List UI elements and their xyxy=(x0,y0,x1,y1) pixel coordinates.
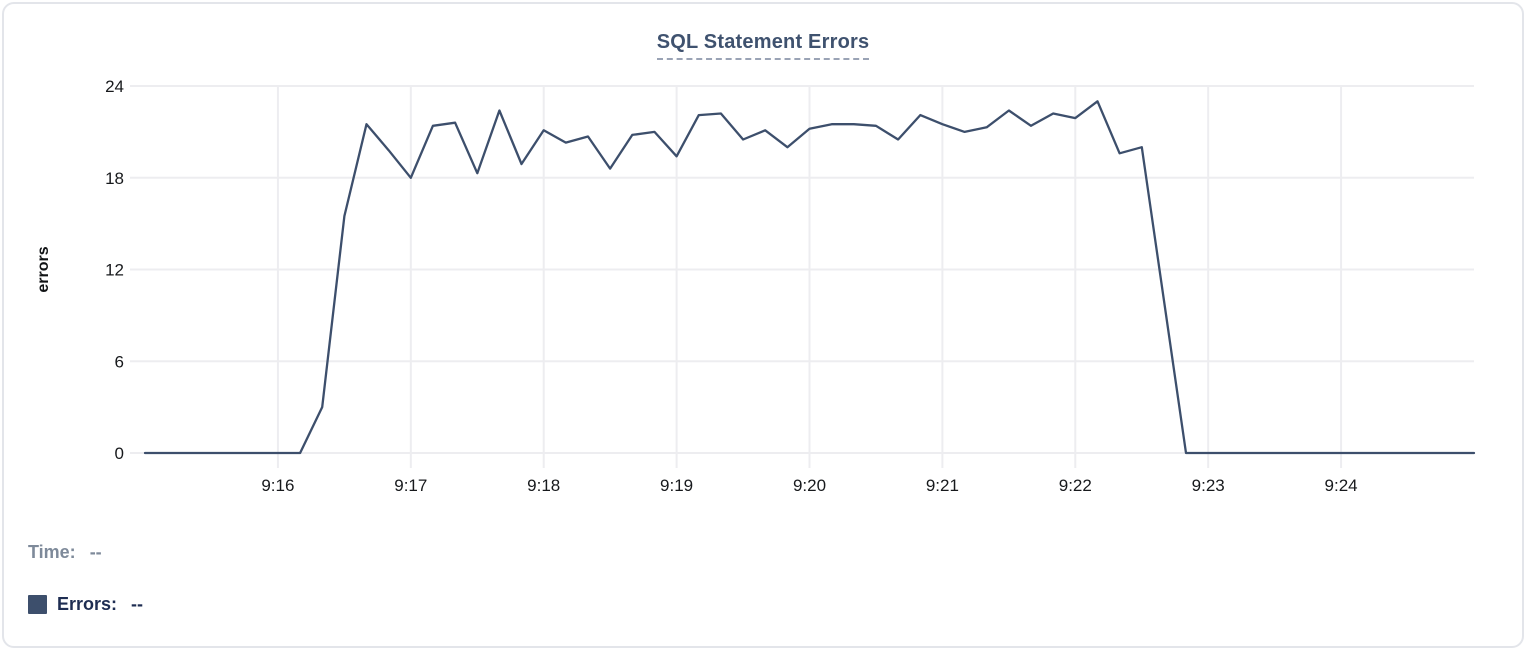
legend-time-row: Time: -- xyxy=(28,542,102,563)
svg-text:9:22: 9:22 xyxy=(1059,476,1092,495)
legend-errors-row: Errors: -- xyxy=(28,594,143,615)
legend-errors-value: -- xyxy=(131,594,144,614)
legend-errors-label: Errors: xyxy=(57,594,118,614)
svg-text:9:19: 9:19 xyxy=(660,476,693,495)
svg-text:12: 12 xyxy=(105,261,124,280)
legend-time-value: -- xyxy=(89,542,102,562)
y-gridlines xyxy=(130,85,1474,454)
chart-title[interactable]: SQL Statement Errors xyxy=(656,31,870,60)
svg-text:9:16: 9:16 xyxy=(261,476,294,495)
svg-text:9:23: 9:23 xyxy=(1192,476,1225,495)
errors-series-line xyxy=(143,100,1476,455)
svg-text:0: 0 xyxy=(115,444,124,463)
y-axis-title: errors xyxy=(35,246,52,292)
svg-text:9:21: 9:21 xyxy=(926,476,959,495)
errors-series-swatch xyxy=(28,595,47,614)
svg-text:24: 24 xyxy=(105,77,124,96)
svg-text:9:18: 9:18 xyxy=(527,476,560,495)
legend-time-label: Time: xyxy=(28,542,76,562)
svg-text:9:24: 9:24 xyxy=(1325,476,1358,495)
x-gridlines xyxy=(276,86,1343,468)
svg-text:9:17: 9:17 xyxy=(394,476,427,495)
svg-text:9:20: 9:20 xyxy=(793,476,826,495)
svg-text:18: 18 xyxy=(105,169,124,188)
chart-header: SQL Statement Errors xyxy=(4,31,1522,60)
x-axis-tick-labels: 9:16 9:17 9:18 9:19 9:20 9:21 9:22 9:23 9:24 xyxy=(261,476,1357,495)
y-axis-tick-labels: 0 6 12 18 24 xyxy=(105,77,124,463)
svg-text:6: 6 xyxy=(115,352,124,371)
